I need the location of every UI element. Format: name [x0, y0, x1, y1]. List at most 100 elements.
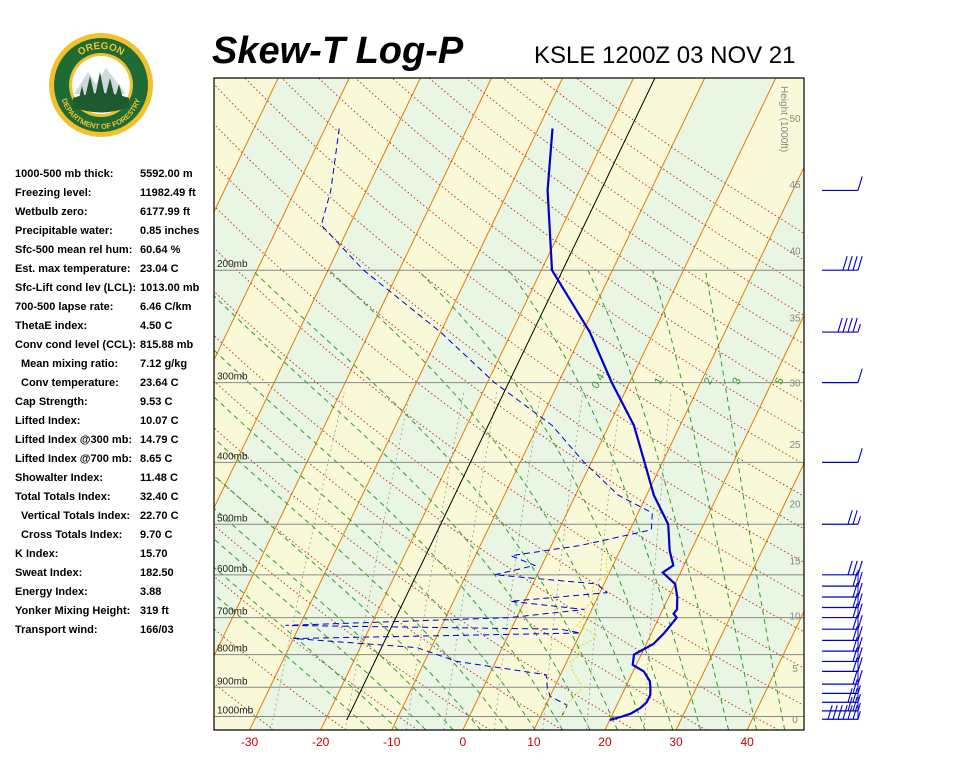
wind-barb — [822, 510, 861, 525]
wind-barb — [822, 670, 863, 685]
wind-barb-feather — [847, 560, 853, 575]
index-value: 10.07 C — [140, 415, 179, 427]
index-value: 3.88 — [140, 586, 162, 598]
pressure-label: 500mb — [217, 513, 248, 524]
dewpoint-profile — [285, 128, 653, 717]
index-row: Transport wind: 166/03 — [15, 624, 215, 643]
index-row: Wetbulb zero: 6177.99 ft — [15, 206, 215, 225]
index-label: Sfc-500 mean rel hum: — [15, 244, 133, 256]
temperature-profile — [546, 128, 679, 722]
pressure-label: 1000mb — [217, 705, 254, 716]
height-tick-label: 5 — [792, 664, 798, 675]
index-row: Lifted Index: 10.07 C — [15, 415, 215, 434]
index-label: 1000-500 mb thick: — [15, 168, 114, 180]
moist-adiabat — [328, 269, 646, 730]
moist-adiabat — [508, 269, 702, 730]
moist-adiabat — [214, 507, 454, 730]
index-label: Cross Totals Index: — [21, 529, 123, 541]
wind-barb — [822, 256, 863, 271]
wind-barb-feather — [857, 516, 861, 525]
isotherm-line — [604, 314, 804, 730]
height-tick-label: 50 — [789, 114, 801, 125]
isotherm-line — [675, 462, 804, 730]
x-tick-label: 30 — [669, 735, 683, 749]
wind-barb-feather — [857, 368, 863, 383]
index-label: Lifted Index @300 mb: — [15, 434, 133, 446]
index-row: Sfc-Lift cond lev (LCL): 1013.00 mb — [15, 282, 215, 301]
wind-barb-feather — [852, 705, 858, 720]
index-value: 9.53 C — [140, 396, 173, 408]
mixing-ratio-line — [586, 391, 622, 730]
index-label: Wetbulb zero: — [15, 206, 88, 218]
wind-barb — [822, 705, 861, 720]
wind-barb-feather — [852, 636, 858, 652]
index-row: 1000-500 mb thick: 5592.00 m — [15, 168, 215, 187]
oregon-department-of-forestry-logo: OREGON DEPARTMENT OF FORESTRY — [49, 33, 153, 137]
wind-barb-feather — [837, 705, 843, 720]
chart-title: Skew-T Log-P — [212, 30, 464, 72]
index-label: Conv cond level (CCL): — [15, 339, 137, 351]
dry-adiabat — [244, 78, 804, 497]
mixing-ratio-line — [405, 391, 465, 730]
wind-barb-feather — [847, 256, 853, 271]
isotherm-band — [391, 78, 776, 730]
wind-barb-feather — [832, 705, 838, 720]
index-row: Freezing level: 11982.49 ft — [15, 187, 215, 206]
wind-barb-feather — [857, 603, 863, 618]
height-tick-label: 10 — [789, 611, 801, 622]
wind-barb — [822, 679, 861, 694]
wind-barb-feather — [857, 582, 863, 598]
wind-barb-feather — [847, 317, 853, 333]
height-tick-label: 35 — [789, 313, 801, 324]
dry-adiabat — [214, 475, 563, 730]
wind-barb — [822, 448, 863, 463]
height-tick-label: 15 — [789, 557, 801, 568]
index-value: 60.64 % — [140, 244, 181, 256]
wind-barb-feather — [852, 647, 858, 662]
index-label: Lifted Index: — [15, 415, 81, 427]
dry-adiabat — [214, 290, 804, 707]
index-row: Est. max temperature: 23.04 C — [15, 263, 215, 282]
index-row: 700-500 lapse rate: 6.46 C/km — [15, 301, 215, 320]
wind-barb — [822, 560, 863, 576]
index-value: 0.85 inches — [140, 225, 200, 237]
wind-barb-feather — [857, 256, 863, 271]
wind-barb-feather — [842, 256, 848, 271]
dry-adiabat — [214, 427, 635, 730]
index-label: Yonker Mixing Height: — [15, 605, 131, 617]
wind-barb — [822, 176, 863, 192]
index-label: Freezing level: — [15, 187, 92, 199]
isotherm-band — [0, 78, 136, 730]
wind-barb-feather — [852, 317, 858, 333]
wind-barb-feather — [857, 560, 863, 575]
index-row: Sfc-500 mean rel hum: 60.64 % — [15, 244, 215, 263]
pressure-label: 200mb — [217, 259, 248, 270]
moist-adiabat — [214, 538, 427, 730]
moist-adiabat — [587, 269, 730, 730]
isotherm-line — [214, 78, 492, 658]
index-value: 8.65 C — [140, 453, 173, 465]
index-label: Transport wind: — [15, 624, 98, 636]
moist-adiabat — [214, 295, 591, 730]
pressure-label: 600mb — [217, 564, 248, 575]
index-value: 166/03 — [140, 624, 174, 636]
pressure-label: 400mb — [217, 451, 248, 462]
mixing-ratio-label: 2 — [702, 376, 715, 387]
x-tick-label: -10 — [383, 735, 401, 749]
wind-barb-feather — [852, 688, 858, 703]
index-row: ThetaE index: 4.50 C — [15, 320, 215, 339]
pressure-label: 700mb — [217, 607, 248, 618]
index-value: 14.79 C — [140, 434, 179, 446]
x-tick-label: 0 — [459, 735, 466, 749]
mixing-ratio-line — [443, 391, 498, 730]
wind-barb-feather — [857, 647, 863, 662]
index-row: Lifted Index @700 mb: 8.65 C — [15, 453, 215, 472]
isotherm-band — [0, 78, 65, 730]
plot-border — [213, 77, 805, 731]
index-value: 5592.00 m — [140, 168, 193, 180]
wind-barb-feather — [837, 317, 843, 333]
wind-barb-feather — [852, 670, 858, 685]
wind-barb-feather — [852, 256, 858, 271]
wind-barb-feather — [847, 705, 853, 720]
